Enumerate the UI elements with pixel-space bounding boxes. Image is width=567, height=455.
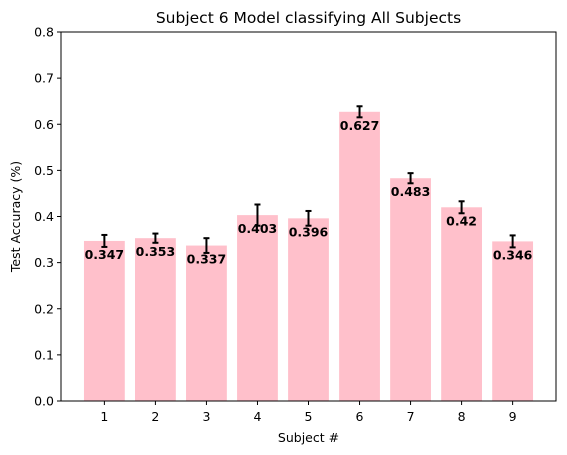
y-tick-label: 0.3 (34, 255, 54, 270)
error-bar-7 (407, 172, 414, 185)
error-bar-1 (101, 233, 108, 248)
y-tick-label: 0.8 (34, 25, 54, 40)
bar-5 (288, 218, 329, 401)
data-label-7: 0.483 (391, 184, 431, 199)
bar-8 (441, 207, 483, 401)
chart-title: Subject 6 Model classifying All Subjects (156, 9, 461, 27)
axes-group: 0.0 0.1 0.2 0.3 0.4 0.5 0.6 0.7 0.8 1 2 3 4 5 6 7 8 9 (34, 25, 557, 424)
error-bar-2 (152, 232, 159, 244)
y-tick-label: 0.0 (34, 394, 54, 409)
bar-9 (492, 241, 534, 401)
y-tick-label: 0.6 (34, 117, 54, 132)
x-tick-label: 1 (100, 409, 108, 424)
x-tick-label: 3 (202, 409, 210, 424)
data-label-6: 0.627 (340, 118, 380, 133)
data-labels-group: 0.347 0.353 0.337 0.403 0.396 0.627 0.483 0.42 0… (85, 118, 533, 267)
y-tick-label: 0.5 (34, 163, 54, 178)
data-label-5: 0.396 (289, 224, 329, 239)
error-bar-5 (305, 209, 312, 227)
data-label-2: 0.353 (136, 244, 176, 259)
bar-4 (237, 215, 278, 401)
data-label-1: 0.347 (85, 247, 125, 262)
x-tick-label: 5 (305, 409, 313, 424)
bars-group (83, 111, 534, 401)
error-bar-9 (509, 234, 516, 249)
x-tick-label: 6 (356, 409, 364, 424)
data-label-4: 0.403 (238, 221, 278, 236)
y-axis-label: Test Accuracy (%) (8, 161, 23, 273)
bar-2 (134, 238, 176, 401)
x-tick-label: 7 (407, 409, 415, 424)
bar-1 (83, 240, 125, 401)
x-tick-label: 4 (253, 409, 261, 424)
x-axis-label: Subject # (278, 430, 339, 445)
data-label-9: 0.346 (493, 247, 533, 262)
y-tick-label: 0.7 (34, 71, 54, 86)
bar-3 (186, 245, 227, 401)
error-bars-group (101, 105, 516, 254)
x-tick-label: 8 (458, 409, 466, 424)
error-bar-8 (458, 200, 465, 215)
y-tick-label: 0.2 (34, 301, 54, 316)
y-tick-label: 0.1 (34, 347, 54, 362)
error-bar-3 (203, 237, 210, 254)
y-tick-label: 0.4 (34, 209, 54, 224)
data-label-3: 0.337 (187, 252, 227, 267)
data-label-8: 0.42 (446, 213, 477, 228)
x-tick-label: 9 (509, 409, 517, 424)
x-tick-label: 2 (151, 409, 159, 424)
error-bar-6 (356, 105, 363, 119)
bar-6 (339, 111, 380, 401)
error-bar-4 (254, 203, 261, 227)
bar-7 (390, 178, 431, 401)
